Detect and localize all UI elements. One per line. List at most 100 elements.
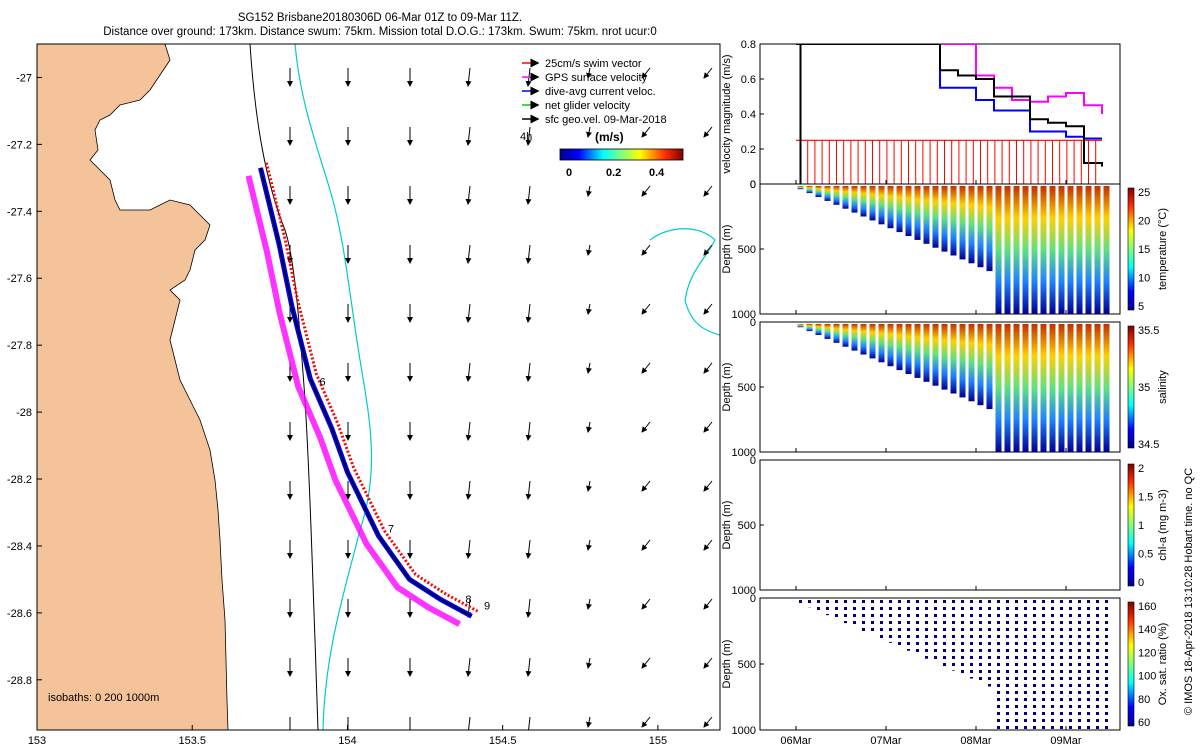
legend-entry: net glider velocity (545, 100, 630, 112)
panel-ylabel: Depth (m) (721, 363, 733, 412)
geo-velocity-arrow (703, 67, 713, 79)
colorbar-tick-2: 0.4 (649, 167, 665, 179)
time-x-tick: 06Mar (780, 735, 812, 747)
colorbar-tick: 0.5 (1138, 549, 1153, 561)
panel-colorbar (1127, 601, 1135, 727)
swim-vector-track (265, 162, 479, 613)
panel-chla: Depth (m) 0 500 1000 2 1.5 1 0.5 0 chl-a (mg m-3) (721, 455, 1169, 597)
geo-velocity-arrow (586, 480, 592, 492)
geo-velocity-arrow (703, 126, 713, 138)
chart-title-line2: Distance over ground: 173km. Distance sw… (103, 26, 657, 38)
map-y-tick: -28.4 (7, 541, 32, 553)
colorbar-label: chl-a (mg m-3) (1157, 489, 1169, 561)
colorbar-tick: 35 (1138, 382, 1150, 394)
geo-velocity-arrow (586, 657, 592, 669)
depth-y-tick: 500 (738, 520, 756, 532)
time-x-tick: 09Mar (1050, 735, 1082, 747)
colorbar-tick-0: 0 (566, 167, 572, 179)
land-mass (37, 44, 229, 730)
depth-y-tick: 0 (750, 317, 756, 329)
colorbar-unit: (m/s) (595, 130, 624, 144)
panel-colorbar (1127, 325, 1135, 449)
geo-velocity-arrow (641, 244, 651, 256)
depth-y-tick: 1000 (732, 725, 756, 737)
colorbar-tick: 34.5 (1138, 439, 1159, 451)
panel-velocity: velocity magnitude (m/s) 0 0.2 0.4 0.6 0.8 (721, 39, 1121, 191)
day-marker: 7 (388, 524, 394, 536)
panel-salinity: Depth (m) 0 500 1000 35.5 35 34.5 salinity (721, 317, 1169, 459)
colorbar-tick: 25 (1138, 187, 1150, 199)
map-y-tick: -27.6 (7, 273, 32, 285)
geo-velocity-arrow (525, 539, 532, 559)
geo-velocity-arrow (465, 67, 472, 87)
depth-y-tick: 0 (750, 455, 756, 467)
colorbar-tick: 1 (1138, 520, 1144, 532)
colorbar-tick: 140 (1138, 624, 1156, 636)
geo-velocity-arrow (703, 539, 713, 551)
legend-entry: dive-avg current veloc. (545, 86, 656, 98)
map-y-tick: -28 (16, 407, 32, 419)
depth-y-tick: 1000 (732, 447, 756, 459)
geo-velocity-arrow (465, 716, 472, 730)
glider-track: 6 7 8 9 (245, 162, 490, 627)
geo-velocity-arrow (465, 126, 472, 146)
geo-velocity-arrow (703, 303, 713, 315)
geo-velocity-arrow (525, 421, 532, 441)
depth-y-tick: 500 (738, 659, 756, 671)
velocity-y-tick: 0.4 (741, 109, 756, 121)
geo-velocity-arrow (641, 657, 651, 669)
geo-velocity-arrow (703, 362, 713, 374)
geo-velocity-arrow (641, 303, 651, 315)
geo-velocity-arrow (641, 185, 651, 197)
day-marker: 6 (320, 376, 326, 388)
gps-surface-velocity-track (245, 175, 462, 627)
geo-velocity-arrow (525, 126, 532, 146)
panel-temperature: Depth (m) 0 500 1000 25 20 15 10 5 temperature (°… (721, 179, 1169, 321)
day-marker: 8 (465, 594, 471, 606)
map-x-tick: 154 (338, 735, 356, 747)
depth-y-tick: 500 (738, 244, 756, 256)
isobaths-label: isobaths: 0 200 1000m (48, 692, 159, 704)
depth-y-tick: 1000 (732, 309, 756, 321)
velocity-series-line (796, 44, 1102, 140)
geo-velocity-arrow (703, 185, 713, 197)
net-glider-track (259, 167, 472, 617)
label-4h: 4h (520, 131, 532, 143)
map-axis-ticks: 153 153.5 154 154.5 155 -27 -27.2 -27.4 -27.6 -27… (7, 72, 667, 747)
panel-oxygen: Depth (m) 0 500 1000 160 140 120 100 80 60 Ox. sat… (721, 593, 1169, 737)
colorbar-tick: 15 (1138, 244, 1150, 256)
time-x-tick: 08Mar (960, 735, 992, 747)
geo-velocity-arrow (525, 480, 532, 500)
geo-velocity-arrow (525, 657, 532, 677)
colorbar-tick: 100 (1138, 671, 1156, 683)
geo-velocity-arrow (641, 480, 651, 492)
surface-geostrophic-arrows (287, 67, 713, 730)
velocity-series-line (796, 44, 1103, 167)
colorbar-tick: 10 (1138, 273, 1150, 285)
geo-velocity-arrow (641, 67, 651, 79)
legend-entry: 25cm/s swim vector (545, 58, 642, 70)
velocity-y-tick: 0.6 (741, 74, 756, 86)
geo-velocity-arrow (525, 362, 532, 382)
qc-footnote: © IMOS 18-Apr-2018 13:10:28 Hobart time.… (1183, 468, 1195, 715)
map-x-tick: 155 (649, 735, 667, 747)
map-y-tick: -28.6 (7, 608, 32, 620)
geo-velocity-arrow (465, 480, 472, 500)
geo-velocity-arrow (586, 598, 592, 610)
geo-velocity-arrow (525, 303, 532, 323)
chart-title-line1: SG152 Brisbane20180306D 06-Mar 01Z to 09… (237, 12, 523, 24)
map-y-tick: -27.2 (7, 139, 32, 151)
map-y-tick: -27.4 (7, 206, 32, 218)
depth-y-tick: 0 (750, 179, 756, 191)
map-x-tick: 153 (28, 735, 46, 747)
geo-velocity-arrow (641, 421, 651, 433)
geo-velocity-arrow (703, 421, 713, 433)
colorbar-tick: 2 (1138, 463, 1144, 475)
depth-y-tick: 0 (750, 593, 756, 605)
geo-velocity-arrow (465, 244, 472, 264)
panel-ylabel: velocity magnitude (m/s) (721, 54, 733, 173)
geo-velocity-arrow (465, 539, 472, 559)
velocity-y-tick: 0.2 (741, 144, 756, 156)
time-x-tick: 07Mar (870, 735, 902, 747)
